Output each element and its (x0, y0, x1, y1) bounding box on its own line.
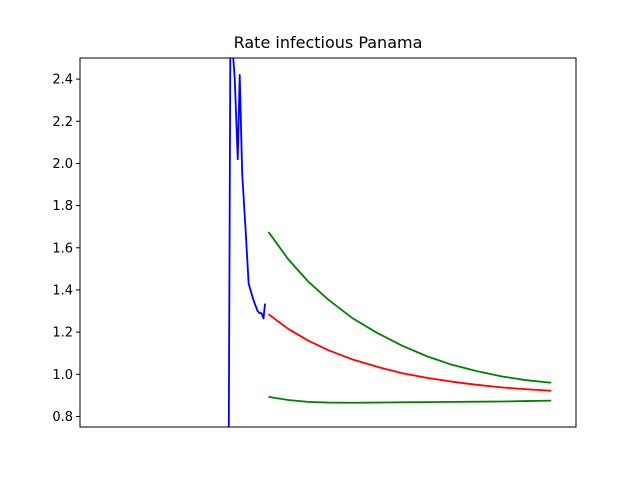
plot-frame (79, 57, 577, 428)
chart-title: Rate infectious Panama (234, 33, 423, 52)
series-line-lower-bound (268, 395, 552, 404)
y-tick-label: 0.8 (52, 410, 73, 425)
y-tick-label: 1.0 (52, 368, 73, 383)
y-axis: 0.8 1.0 1.2 1.4 1.6 1.8 2.0 2.2 2.4 (52, 73, 80, 425)
y-tick-label: 1.4 (52, 283, 73, 298)
series-line-upper-bound (267, 231, 552, 384)
series-line-observed (227, 58, 266, 427)
y-tick-label: 1.6 (52, 241, 73, 256)
series-line-projection (267, 313, 552, 392)
y-tick-label: 1.8 (52, 199, 73, 214)
y-tick-label: 2.0 (52, 157, 73, 172)
y-tick-label: 2.2 (52, 115, 73, 130)
series-layer (227, 58, 552, 427)
y-tick-label: 2.4 (52, 73, 73, 88)
y-tick-label: 1.2 (52, 326, 73, 341)
